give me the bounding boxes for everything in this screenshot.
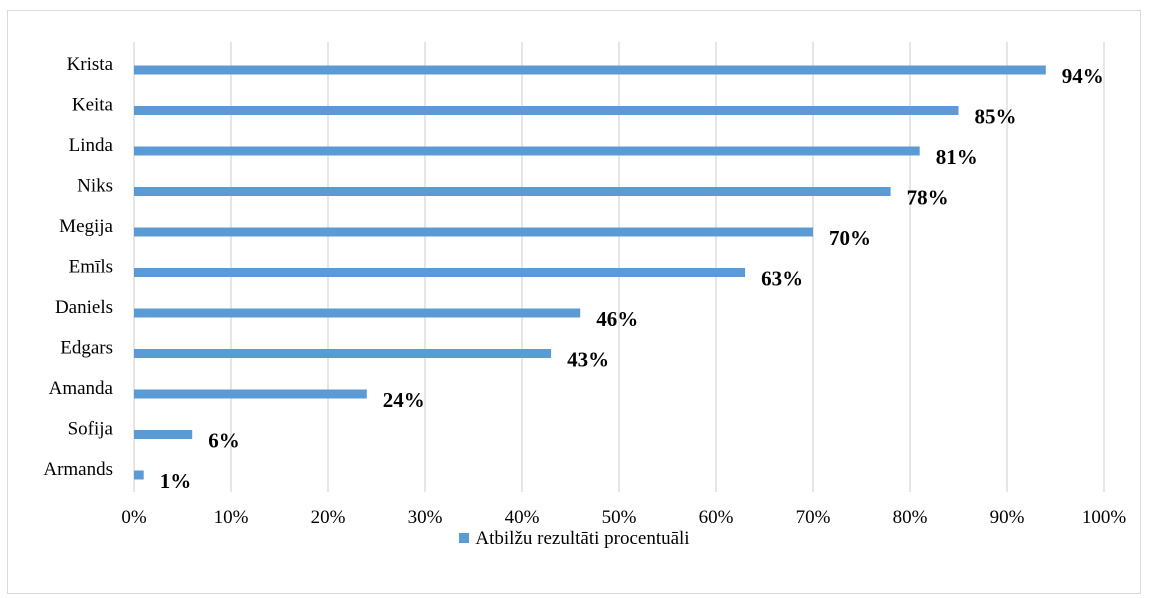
x-axis-tick-labels: 0% 10% 20% 30% 40% 50% 60% 70% 80% 90% 100% — [121, 507, 1126, 528]
category-label-6: Daniels — [55, 297, 113, 318]
category-label-8: Amanda — [49, 378, 114, 399]
x-tick-label-90: 90% — [990, 507, 1025, 528]
category-label-0: Krista — [67, 54, 114, 75]
category-label-7: Edgars — [60, 338, 113, 359]
x-tick-label-20: 20% — [311, 507, 346, 528]
data-labels: 94% 85% 81% 78% 70% 63% 46% 43% 24% 6% 1% — [160, 64, 1104, 493]
category-label-1: Keita — [72, 95, 114, 116]
x-tick-label-50: 50% — [602, 507, 637, 528]
x-tick-label-60: 60% — [699, 507, 734, 528]
x-tick-label-10: 10% — [214, 507, 249, 528]
data-label-10: 1% — [160, 469, 192, 493]
data-label-6: 46% — [596, 307, 638, 331]
data-label-2: 81% — [936, 145, 978, 169]
legend: Atbilžu rezultāti procentuāli — [0, 528, 1149, 550]
legend-swatch — [459, 532, 470, 543]
bar-8 — [134, 389, 367, 399]
bar-4 — [134, 227, 813, 237]
category-label-9: Sofija — [68, 419, 114, 440]
category-label-10: Armands — [43, 459, 113, 480]
bar-0 — [134, 65, 1046, 75]
bars — [134, 65, 1046, 480]
x-tick-label-100: 100% — [1082, 507, 1127, 528]
category-label-4: Megija — [59, 216, 113, 237]
legend-label: Atbilžu rezultāti procentuāli — [475, 528, 690, 549]
bar-10 — [134, 470, 144, 480]
gridlines — [133, 42, 1105, 492]
bar-2 — [134, 146, 920, 156]
x-tick-label-70: 70% — [796, 507, 831, 528]
category-label-2: Linda — [69, 135, 114, 156]
bar-9 — [134, 430, 193, 439]
x-tick-label-80: 80% — [893, 507, 928, 528]
x-tick-label-0: 0% — [121, 507, 147, 528]
category-label-5: Emīls — [69, 257, 113, 278]
x-tick-label-40: 40% — [505, 507, 540, 528]
data-label-5: 63% — [761, 267, 803, 291]
data-label-8: 24% — [383, 388, 425, 412]
data-label-3: 78% — [907, 186, 949, 210]
category-labels: Krista Keita Linda Niks Megija Emīls Daniels Ed… — [43, 54, 113, 480]
data-label-7: 43% — [567, 348, 609, 372]
data-label-1: 85% — [975, 105, 1017, 129]
data-label-9: 6% — [208, 429, 240, 453]
data-label-4: 70% — [829, 226, 871, 250]
bar-6 — [134, 308, 581, 318]
bar-3 — [134, 187, 891, 196]
bar-5 — [134, 268, 746, 277]
bar-7 — [134, 349, 552, 358]
bar-1 — [134, 106, 959, 115]
category-label-3: Niks — [77, 176, 113, 197]
x-tick-label-30: 30% — [408, 507, 443, 528]
data-label-0: 94% — [1062, 64, 1104, 88]
